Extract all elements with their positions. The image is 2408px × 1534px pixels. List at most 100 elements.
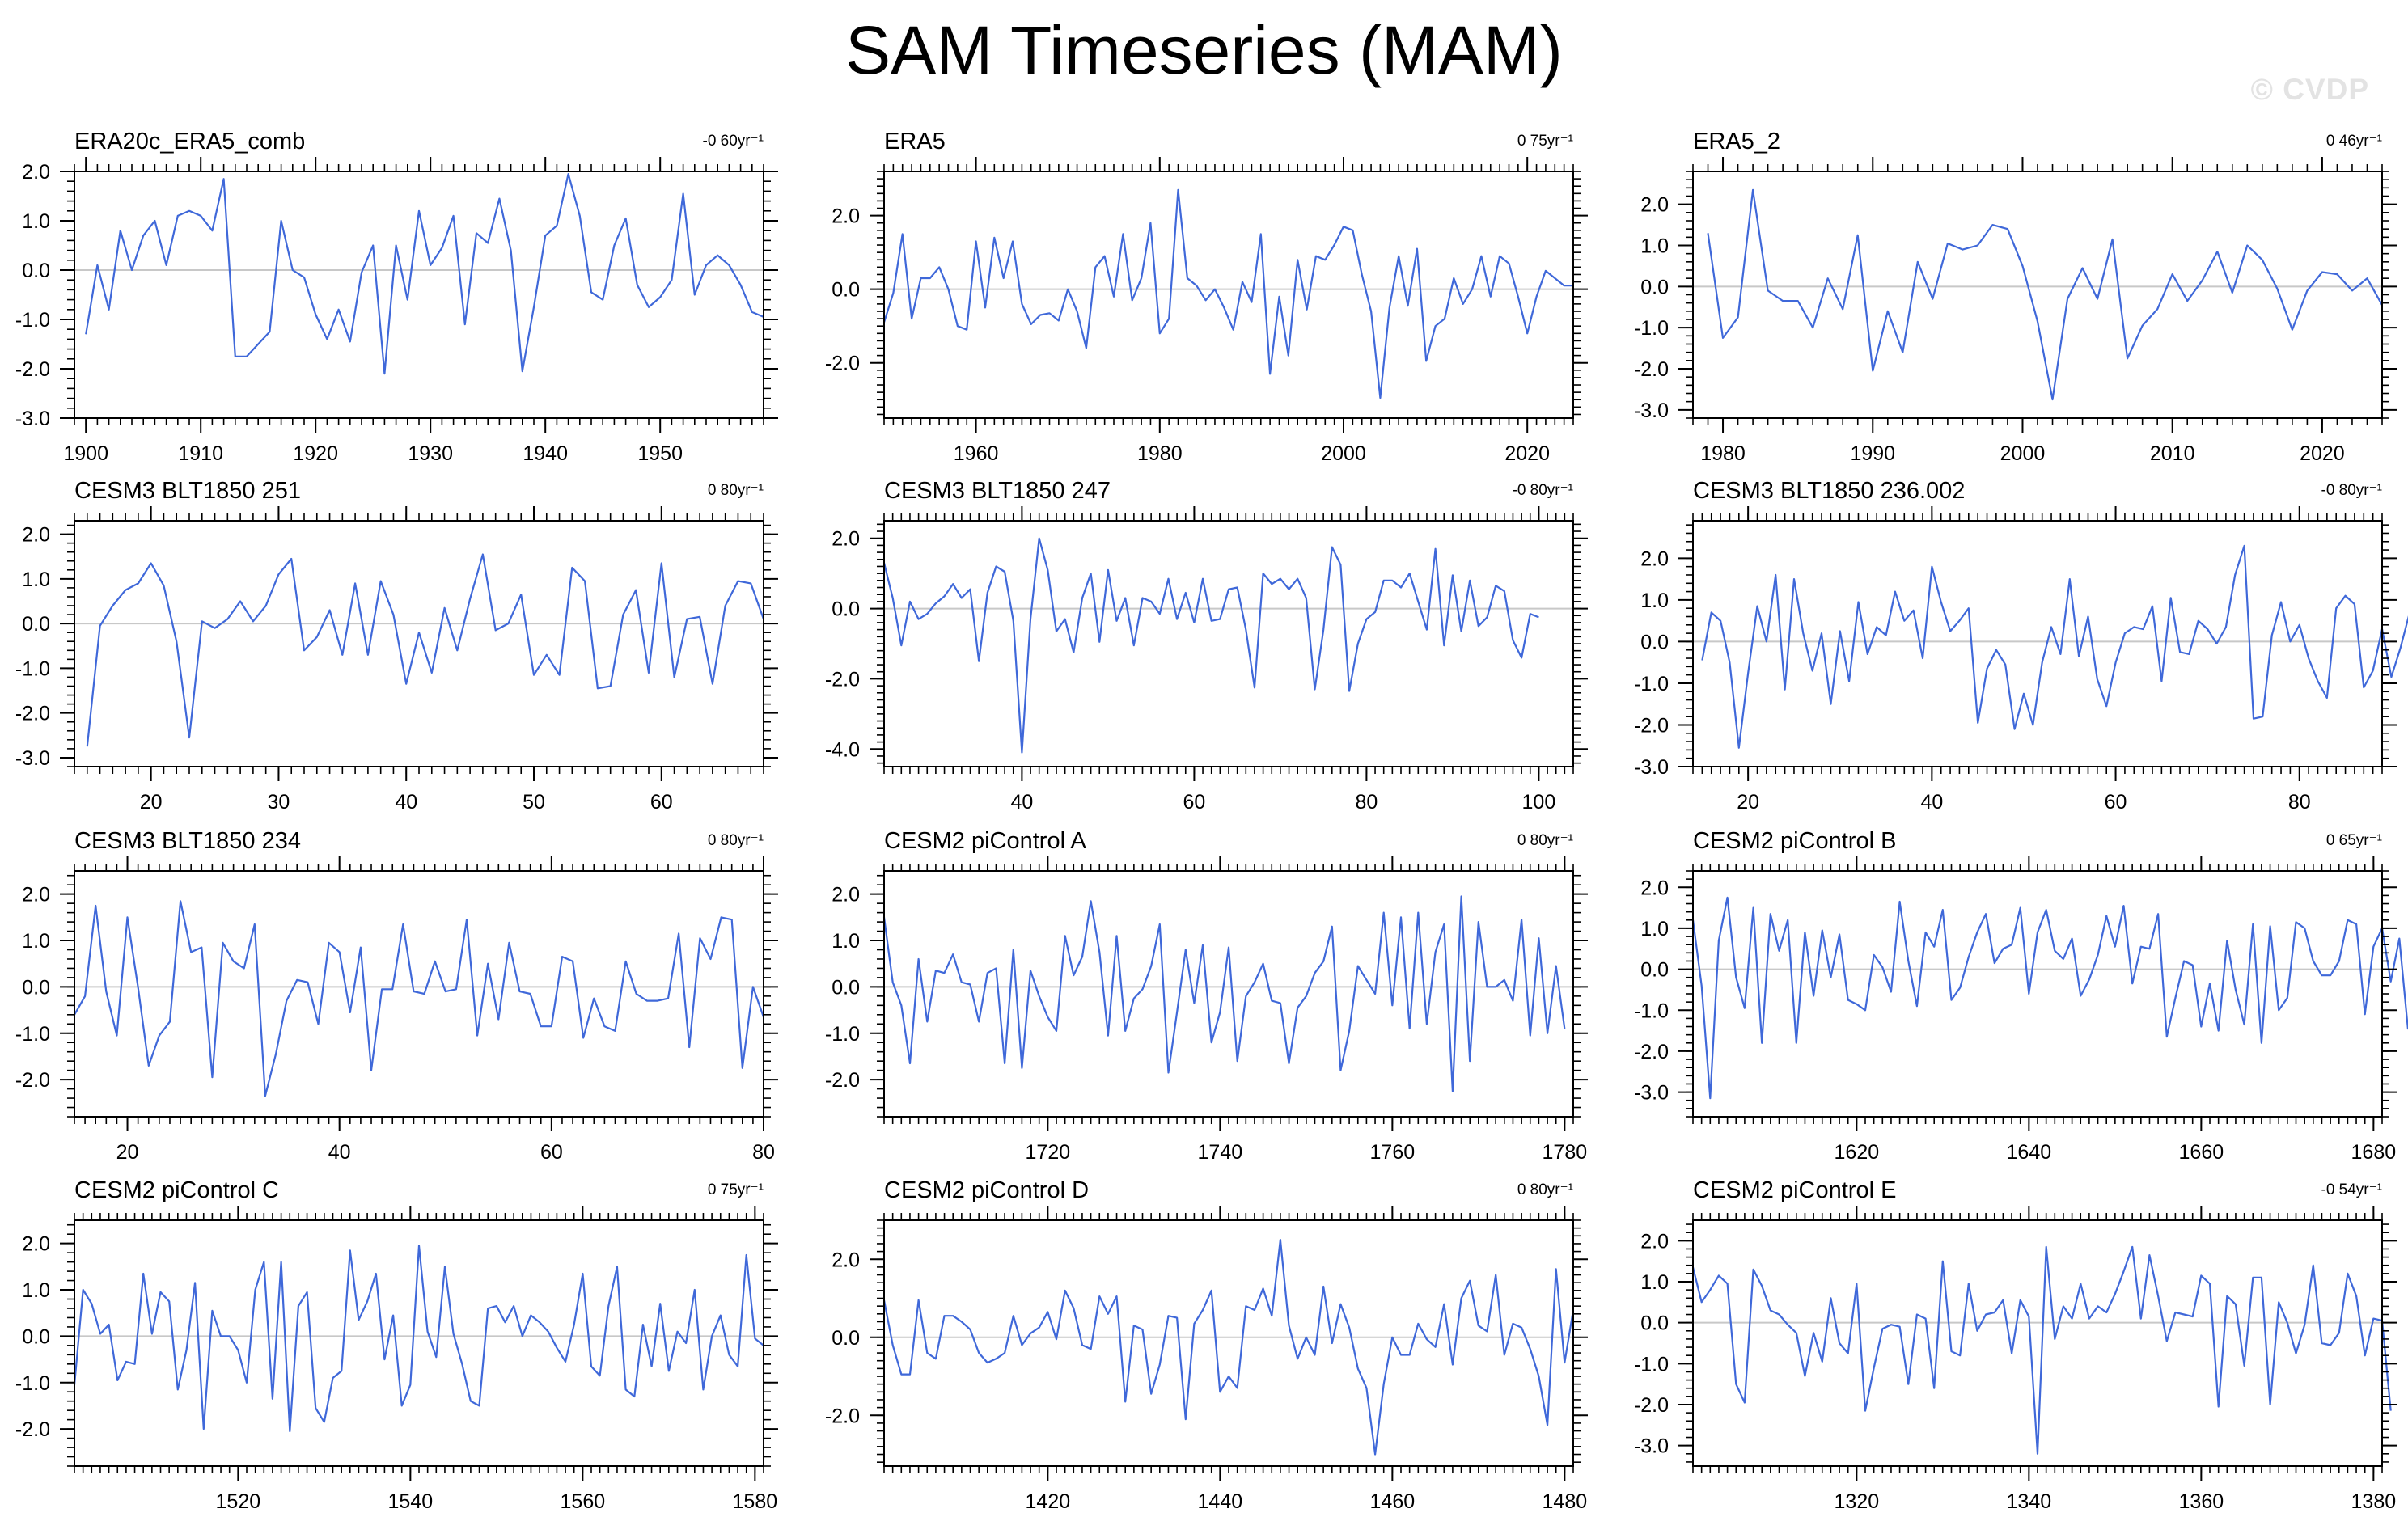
y-tick-label: 0.0 bbox=[22, 1325, 50, 1348]
x-tick-label: 40 bbox=[1920, 791, 1943, 813]
x-tick-label: 1660 bbox=[2179, 1141, 2224, 1164]
y-tick-label: -3.0 bbox=[1634, 1435, 1669, 1458]
panel-trend: 0 75yr⁻¹ bbox=[708, 1181, 764, 1198]
y-tick-label: 1.0 bbox=[1640, 235, 1669, 258]
series-line bbox=[74, 900, 765, 1097]
panel-trend: -0 54yr⁻¹ bbox=[2321, 1181, 2383, 1198]
x-tick-label: 2020 bbox=[2300, 442, 2345, 465]
series-line bbox=[882, 537, 1539, 754]
y-tick-label: 1.0 bbox=[22, 1279, 50, 1302]
x-tick-label: 1720 bbox=[1026, 1141, 1071, 1164]
y-tick-label: -1.0 bbox=[15, 1372, 50, 1395]
y-tick-label: 0.0 bbox=[832, 976, 860, 999]
y-tick-label: 0.0 bbox=[832, 1327, 860, 1350]
panel-title: ERA20c_ERA5_comb bbox=[74, 129, 305, 154]
figure-title: SAM Timeseries (MAM) bbox=[845, 12, 1563, 88]
y-tick-label: 0.0 bbox=[22, 613, 50, 636]
y-tick-label: 2.0 bbox=[832, 1249, 860, 1271]
x-tick-label: 2000 bbox=[2000, 442, 2046, 465]
panel-title: CESM2 piControl B bbox=[1693, 828, 1896, 854]
series-line bbox=[1691, 896, 2408, 1100]
x-tick-label: 2000 bbox=[1321, 442, 1366, 465]
x-tick-label: 60 bbox=[2105, 791, 2127, 813]
x-tick-label: 20 bbox=[1737, 791, 1759, 813]
x-tick-label: 40 bbox=[395, 791, 417, 813]
x-tick-label: 1930 bbox=[408, 442, 453, 465]
y-tick-label: 2.0 bbox=[832, 884, 860, 906]
chart-panel-1: 1900 1910 1920 1930 1940 1950 2.0 1.0 0.0 -1.0 -2.… bbox=[15, 129, 778, 465]
x-tick-label: 100 bbox=[1522, 791, 1556, 813]
y-tick-label: 2.0 bbox=[832, 205, 860, 228]
y-tick-label: -1.0 bbox=[1634, 673, 1669, 695]
x-tick-label: 1960 bbox=[954, 442, 999, 465]
x-tick-label: 1780 bbox=[1543, 1141, 1588, 1164]
panel-title: CESM3 BLT1850 251 bbox=[74, 478, 301, 504]
y-tick-label: -2.0 bbox=[1634, 1041, 1669, 1063]
panel-title: CESM2 piControl D bbox=[884, 1177, 1089, 1203]
x-tick-label: 1950 bbox=[637, 442, 683, 465]
x-tick-label: 20 bbox=[116, 1141, 139, 1164]
chart-panel-8: 1720 1740 1760 1780 2.0 1.0 0.0 -1.0 -2.0 CESM2 p… bbox=[825, 828, 1588, 1164]
y-tick-label: 1.0 bbox=[1640, 590, 1669, 612]
chart-panel-12: 1320 1340 1360 1380 2.0 1.0 0.0 -1.0 -2.0 -3.0 CES… bbox=[1634, 1177, 2397, 1513]
panel-trend: -0 80yr⁻¹ bbox=[1513, 482, 1574, 499]
y-tick-label: -3.0 bbox=[15, 747, 50, 770]
x-tick-label: 1920 bbox=[293, 442, 338, 465]
y-tick-label: 2.0 bbox=[22, 161, 50, 184]
panel-trend: 0 75yr⁻¹ bbox=[1517, 133, 1573, 150]
chart-panel-4: 20 30 40 50 60 2.0 1.0 0.0 -1.0 -2.0 -3.0 CESM3 BLT… bbox=[15, 478, 778, 813]
series-line bbox=[73, 1245, 764, 1433]
y-tick-label: 2.0 bbox=[22, 884, 50, 906]
x-tick-label: 1620 bbox=[1835, 1141, 1880, 1164]
y-tick-label: -2.0 bbox=[825, 1069, 860, 1092]
x-tick-label: 1980 bbox=[1137, 442, 1183, 465]
series-line bbox=[882, 895, 1566, 1092]
y-tick-label: 2.0 bbox=[22, 524, 50, 547]
panel-title: CESM3 BLT1850 236.002 bbox=[1693, 478, 1965, 504]
y-tick-label: -2.0 bbox=[1634, 714, 1669, 737]
y-tick-label: -2.0 bbox=[1634, 358, 1669, 381]
x-tick-label: 1480 bbox=[1543, 1490, 1588, 1513]
panel-trend: 0 80yr⁻¹ bbox=[1517, 1181, 1573, 1198]
plot-frame bbox=[883, 520, 1574, 767]
y-tick-label: -2.0 bbox=[15, 1069, 50, 1092]
series-line bbox=[1707, 188, 2383, 401]
x-tick-label: 1940 bbox=[523, 442, 568, 465]
y-tick-label: -1.0 bbox=[15, 657, 50, 680]
panel-title: ERA5 bbox=[884, 129, 946, 154]
y-tick-label: -1.0 bbox=[1634, 999, 1669, 1022]
chart-panel-2: 1960 1980 2000 2020 2.0 0.0 -2.0 ERA5 0 75yr⁻¹ bbox=[825, 129, 1588, 465]
y-tick-label: -2.0 bbox=[15, 703, 50, 725]
x-tick-label: 1640 bbox=[2007, 1141, 2052, 1164]
series-line bbox=[85, 173, 764, 375]
plot-frame bbox=[1692, 520, 2383, 767]
plot-frame bbox=[883, 870, 1574, 1118]
plot-frame bbox=[1692, 1219, 2383, 1467]
panel-trend: 0 80yr⁻¹ bbox=[1517, 832, 1573, 849]
chart-panel-5: 40 60 80 100 2.0 0.0 -2.0 -4.0 CESM3 BLT1850 247… bbox=[825, 478, 1588, 813]
chart-panel-6: 20 40 60 80 2.0 1.0 0.0 -1.0 -2.0 -3.0 CESM3 BLT18… bbox=[1634, 478, 2408, 813]
panel-title: CESM3 BLT1850 234 bbox=[74, 828, 301, 854]
y-tick-label: 1.0 bbox=[1640, 1271, 1669, 1294]
x-tick-label: 2010 bbox=[2150, 442, 2195, 465]
y-tick-label: -2.0 bbox=[825, 668, 860, 691]
y-tick-label: -2.0 bbox=[15, 1418, 50, 1441]
y-tick-label: -1.0 bbox=[1634, 317, 1669, 340]
y-tick-label: -2.0 bbox=[1634, 1394, 1669, 1417]
y-tick-label: 1.0 bbox=[22, 210, 50, 233]
x-tick-label: 80 bbox=[752, 1141, 775, 1164]
y-tick-label: 2.0 bbox=[832, 528, 860, 551]
y-tick-label: -3.0 bbox=[15, 408, 50, 430]
y-tick-label: 0.0 bbox=[832, 279, 860, 302]
chart-panel-7: 20 40 60 80 2.0 1.0 0.0 -1.0 -2.0 CESM3 BLT1850 2… bbox=[15, 828, 778, 1164]
x-tick-label: 1760 bbox=[1370, 1141, 1416, 1164]
watermark: © CVDP bbox=[2250, 73, 2369, 106]
series-line bbox=[1701, 544, 2408, 749]
x-tick-label: 1460 bbox=[1370, 1490, 1416, 1513]
x-tick-label: 1680 bbox=[2351, 1141, 2397, 1164]
plot-frame bbox=[74, 171, 764, 419]
chart-panel-10: 1520 1540 1560 1580 2.0 1.0 0.0 -1.0 -2.0 CESM2 p… bbox=[15, 1177, 778, 1513]
x-tick-label: 1540 bbox=[388, 1490, 434, 1513]
y-tick-label: 1.0 bbox=[1640, 918, 1669, 940]
y-tick-label: 1.0 bbox=[22, 930, 50, 953]
